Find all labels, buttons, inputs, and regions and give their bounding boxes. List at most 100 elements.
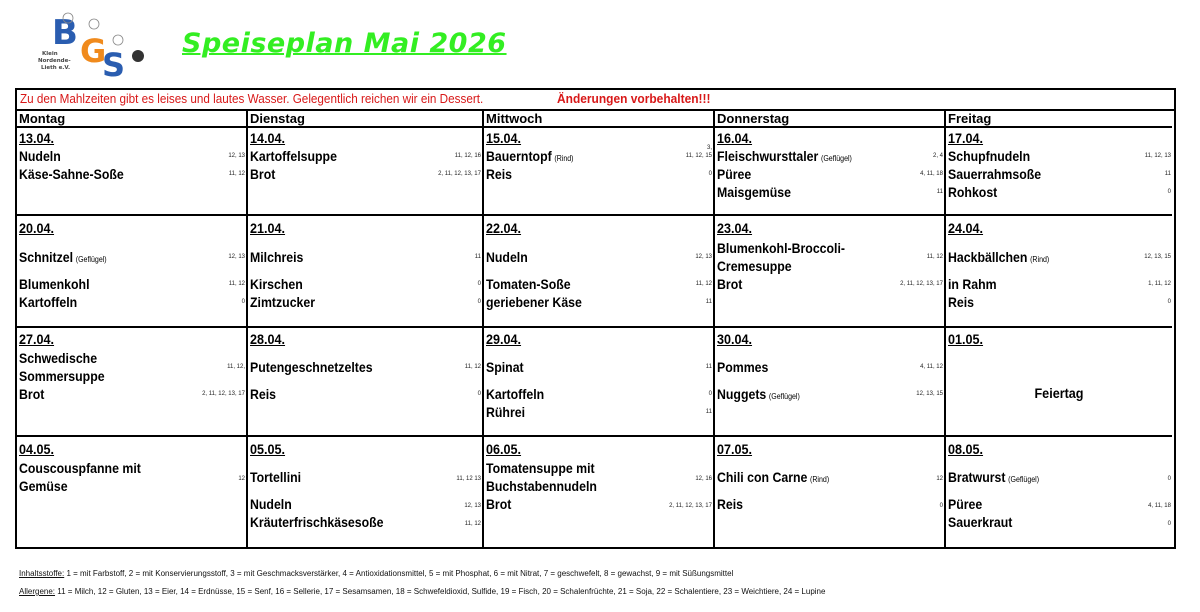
menu-item: Rührei — [486, 403, 525, 421]
menu-item: Pommes — [717, 358, 768, 376]
notice-row: Zu den Mahlzeiten gibt es leises und lau… — [17, 90, 1174, 111]
menu-item-name: Zimtzucker — [250, 294, 316, 310]
day-date: 14.04. — [250, 130, 286, 146]
menu-item: Reis — [948, 293, 974, 311]
day-cell: 08.05. Bratwurst (Geflügel) 0 Püree 4, 11, 18… — [946, 437, 1172, 547]
menu-item-name: geriebener Käse — [486, 294, 582, 310]
day-cell: 06.05. Tomatensuppe mit Buchstabennudeln 1… — [484, 437, 715, 547]
menu-item-note: (Geflügel) — [820, 154, 852, 163]
allergen-codes: 2, 11, 12, 13, 17 — [669, 503, 712, 509]
day-date: 05.05. — [250, 441, 286, 457]
menu-item: Püree — [948, 495, 982, 513]
menu-item: Nudeln — [19, 147, 61, 165]
allergen-codes: 11, 12, 13 — [1144, 153, 1171, 159]
menu-item-name: Käse-Sahne-Soße — [19, 166, 124, 182]
menu-item: Blumenkohl-Broccoli- Cremesuppe — [717, 239, 845, 275]
menu-item: Zimtzucker — [250, 293, 315, 311]
menu-item: Tomatensuppe mit Buchstabennudeln — [486, 459, 597, 495]
menu-item: Couscouspfanne mit Gemüse — [19, 459, 141, 495]
allergen-codes: 12 — [238, 476, 245, 482]
menu-item: Püree — [717, 165, 751, 183]
page-title: Speiseplan Mai 2026 — [182, 28, 507, 59]
day-date: 06.05. — [486, 441, 522, 457]
allergen-codes: 11, 12 — [464, 521, 481, 527]
allergen-codes: 4, 11, 18 — [920, 171, 943, 177]
menu-item-name: Schnitzel — [19, 249, 74, 265]
day-date: 01.05. — [948, 331, 984, 347]
day-cell: 27.04. Schwedische Sommersuppe 11, 12, Brot… — [17, 328, 248, 437]
svg-text:Klein: Klein — [42, 51, 58, 57]
menu-item: in Rahm — [948, 275, 997, 293]
menu-item: Brot — [250, 165, 275, 183]
svg-text:S: S — [102, 46, 125, 80]
allergen-codes: 0 — [1167, 299, 1171, 305]
day-cell: 22.04. Nudeln 12, 13 Tomaten-Soße 11, 12 geri… — [484, 216, 715, 328]
allergen-codes: 0 — [939, 503, 943, 509]
allergen-codes: 12, 13 — [695, 254, 712, 260]
allergen-codes: 11 — [474, 254, 481, 260]
allergen-codes: 0 — [1167, 189, 1171, 195]
day-date: 16.04. — [717, 130, 753, 146]
menu-item-name: Brot — [717, 276, 743, 292]
allergen-codes: 11 — [1164, 171, 1171, 177]
allergen-codes: 11, 12 — [695, 281, 712, 287]
menu-item: Maisgemüse — [717, 183, 791, 201]
menu-item: Blumenkohl — [19, 275, 90, 293]
day-date: 21.04. — [250, 220, 286, 236]
menu-item-name: Fleischwursttaler — [717, 148, 819, 164]
menu-item-name: Milchreis — [250, 249, 304, 265]
menu-item: Rohkost — [948, 183, 997, 201]
ingredients-label: Inhaltsstoffe: — [19, 569, 65, 578]
menu-item-name: Püree — [717, 166, 752, 182]
day-date: 29.04. — [486, 331, 522, 347]
weekday-header-mittwoch: Mittwoch — [484, 109, 715, 128]
day-date: 22.04. — [486, 220, 522, 236]
allergens-label: Allergene: — [19, 587, 56, 596]
ingredients-text: 1 = mit Farbstoff, 2 = mit Konservierung… — [66, 569, 734, 578]
menu-item: geriebener Käse — [486, 293, 582, 311]
allergen-codes: 11, 12 — [228, 281, 245, 287]
allergen-codes: 0 — [1167, 521, 1171, 527]
menu-item: Chili con Carne (Rind) — [717, 468, 829, 489]
allergen-codes: 0 — [477, 299, 481, 305]
day-date: 30.04. — [717, 331, 753, 347]
day-date: 23.04. — [717, 220, 753, 236]
day-date: 17.04. — [948, 130, 984, 146]
menu-item-name: Schupfnudeln — [948, 148, 1031, 164]
menu-item: Tortellini — [250, 468, 301, 486]
menu-item-name: Kartoffeln — [486, 386, 545, 402]
allergen-codes: 11, 12, 16 — [454, 153, 481, 159]
menu-item: Schnitzel (Geflügel) — [19, 248, 107, 269]
menu-item: Schupfnudeln — [948, 147, 1030, 165]
menu-item-name: Rührei — [486, 404, 526, 420]
menu-item-name: Nudeln — [250, 496, 292, 512]
day-cell: 28.04. Putengeschnetzeltes 11, 12 Reis 0 — [248, 328, 484, 437]
menu-item: Nudeln — [250, 495, 292, 513]
allergen-codes: 11 — [705, 299, 712, 305]
menu-item: Kartoffeln — [486, 385, 544, 403]
allergen-codes: 12, 13, 15 — [1144, 254, 1171, 260]
allergen-codes: 0 — [477, 281, 481, 287]
menu-item: Reis — [717, 495, 743, 513]
menu-item: Bratwurst (Geflügel) — [948, 468, 1039, 489]
day-cell: 15.04. Bauerntopf (Rind) 3, 11, 12, 15 Reis 0 — [484, 128, 715, 216]
menu-item-name: Tomaten-Soße — [486, 276, 571, 292]
menu-item-name: Reis — [250, 386, 277, 402]
menu-item: Käse-Sahne-Soße — [19, 165, 124, 183]
allergen-codes: 11, 12 — [228, 171, 245, 177]
menu-item-name: Rohkost — [948, 184, 998, 200]
day-date: 08.05. — [948, 441, 984, 457]
allergen-codes: 2, 4 — [932, 153, 943, 159]
allergen-codes: 11, 12, — [227, 364, 245, 370]
day-cell: 16.04. Fleischwursttaler (Geflügel) 2, 4 Pür… — [715, 128, 946, 216]
menu-item-name: Pommes — [717, 359, 769, 375]
allergen-codes: 4, 11, 18 — [1148, 503, 1171, 509]
menu-item-name: Sauerrahmsoße — [948, 166, 1042, 182]
allergen-codes: 12, 13 — [464, 503, 481, 509]
day-date: 13.04. — [19, 130, 55, 146]
allergen-codes: 11 — [936, 189, 943, 195]
menu-item-note: (Rind) — [810, 475, 830, 484]
weekday-header-donnerstag: Donnerstag — [715, 109, 946, 128]
allergen-codes: 0 — [477, 391, 481, 397]
ingredients-legend: Inhaltsstoffe: 1 = mit Farbstoff, 2 = mi… — [19, 569, 733, 578]
